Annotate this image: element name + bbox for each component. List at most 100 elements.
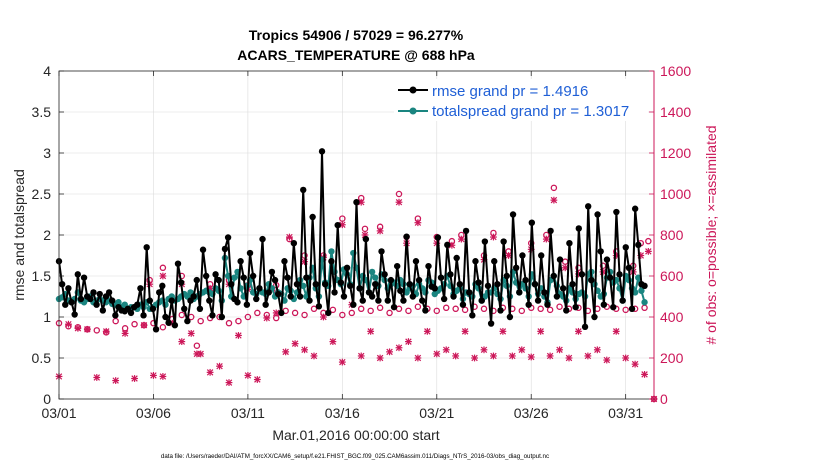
rmse-point	[281, 258, 288, 265]
rmse-point	[199, 246, 207, 253]
obs-possible-marker	[442, 304, 450, 312]
y-tick-label-left: 1	[43, 309, 51, 325]
rmse-point	[268, 268, 276, 276]
obs-possible-marker	[537, 305, 544, 313]
obs-possible-marker	[254, 309, 261, 317]
rmse-point	[171, 322, 179, 329]
rmse-point	[190, 293, 197, 300]
rmse-point	[456, 281, 464, 288]
obs-assimilated-marker	[584, 352, 592, 360]
y-tick-label-right: 1000	[660, 186, 691, 202]
obs-assimilated-marker	[65, 320, 72, 328]
rmse-point	[137, 285, 144, 292]
y-tick-label-right: 1600	[660, 63, 691, 79]
rmse-point	[588, 276, 595, 284]
obs-possible-marker	[645, 237, 652, 245]
obs-assimilated-marker	[206, 368, 214, 376]
obs-assimilated-marker	[193, 350, 201, 358]
rmse-point	[635, 241, 642, 249]
rmse-point	[453, 254, 460, 262]
obs-assimilated-marker	[499, 327, 507, 335]
obs-assimilated-marker	[301, 346, 308, 354]
rmse-point	[481, 238, 489, 245]
totalspread-point	[231, 274, 238, 281]
rmse-point	[325, 309, 332, 317]
rmse-point	[406, 281, 413, 288]
rmse-point	[293, 281, 301, 288]
obs-possible-marker	[225, 319, 233, 327]
y-tick-label-left: 3	[43, 145, 51, 161]
obs-assimilated-marker	[131, 375, 138, 382]
obs-assimilated-marker	[490, 233, 497, 241]
obs-assimilated-marker	[603, 356, 611, 364]
obs-assimilated-marker	[480, 346, 488, 354]
rmse-point	[384, 297, 391, 304]
axes: 03/01 03/06 03/11 03/16 03/21 03/26 03/31 0 0.5 1…	[32, 63, 692, 421]
y-tick-label-right: 0	[660, 391, 668, 407]
obs-assimilated-marker	[575, 327, 582, 335]
rmse-point	[271, 276, 279, 284]
obs-assimilated-marker	[490, 352, 497, 360]
rmse-point	[603, 256, 611, 263]
y-tick-label-left: 3.5	[32, 104, 52, 120]
rmse-point	[484, 282, 492, 290]
series-layer	[55, 148, 658, 403]
obs-possible-marker	[622, 306, 629, 314]
rmse-point	[315, 303, 323, 310]
rmse-point	[347, 282, 354, 290]
rmse-point	[559, 285, 567, 292]
rmse-point	[206, 297, 213, 304]
rmse-point	[556, 256, 564, 263]
rmse-point	[397, 287, 404, 294]
obs-possible-marker	[546, 306, 554, 314]
rmse-point	[487, 320, 495, 327]
obs-assimilated-marker	[376, 227, 384, 235]
rmse-point	[221, 245, 229, 253]
obs-assimilated-marker	[150, 372, 157, 379]
rmse-point	[127, 309, 135, 317]
rmse-point	[140, 312, 147, 319]
legend-spread-label: totalspread grand pr = 1.3017	[432, 103, 629, 120]
obs-possible-marker	[376, 304, 384, 312]
x-axis-label: Mar.01,2016 00:00:00 start	[272, 427, 439, 443]
rmse-point	[566, 240, 573, 247]
data-file-footnote: data file: /Users/raeder/DAI/ATM_forcXX/…	[161, 453, 549, 460]
rmse-point	[616, 271, 623, 278]
rmse-point	[296, 293, 304, 300]
obs-assimilated-marker	[225, 379, 233, 386]
totalspread-point	[638, 287, 645, 294]
obs-assimilated-marker	[282, 348, 290, 356]
obs-possible-marker	[518, 307, 526, 315]
rmse-point	[534, 297, 542, 304]
rmse-point	[93, 301, 100, 308]
y-tick-label-right: 200	[660, 350, 684, 366]
rmse-point	[337, 279, 345, 286]
obs-possible-marker	[386, 309, 393, 317]
y-tick-label-right: 400	[660, 309, 684, 325]
rmse-point	[641, 282, 648, 290]
x-tick-label: 03/21	[419, 405, 454, 421]
legend-spread-marker	[409, 107, 417, 115]
rmse-point	[512, 264, 520, 271]
rmse-point	[80, 274, 88, 281]
rmse-point	[613, 208, 620, 216]
rmse-point	[387, 276, 395, 284]
obs-assimilated-marker	[461, 327, 469, 335]
rmse-point	[193, 276, 200, 284]
rmse-point	[218, 313, 226, 321]
y-tick-label-right: 1200	[660, 145, 691, 161]
rmse-point	[259, 235, 266, 243]
rmse-point	[538, 252, 545, 259]
rmse-point	[600, 301, 608, 308]
obs-assimilated-marker	[550, 196, 558, 204]
legend: rmse grand pr = 1.4916 totalspread grand…	[394, 79, 648, 121]
rmse-point	[628, 305, 636, 312]
rmse-point	[415, 276, 423, 284]
rmse-point	[412, 258, 420, 265]
rmse-point	[506, 313, 514, 321]
obs-assimilated-marker	[83, 325, 91, 333]
rmse-point	[159, 282, 166, 290]
rmse-point	[372, 281, 379, 288]
x-tick-label: 03/01	[41, 405, 76, 421]
rmse-point	[99, 307, 107, 314]
